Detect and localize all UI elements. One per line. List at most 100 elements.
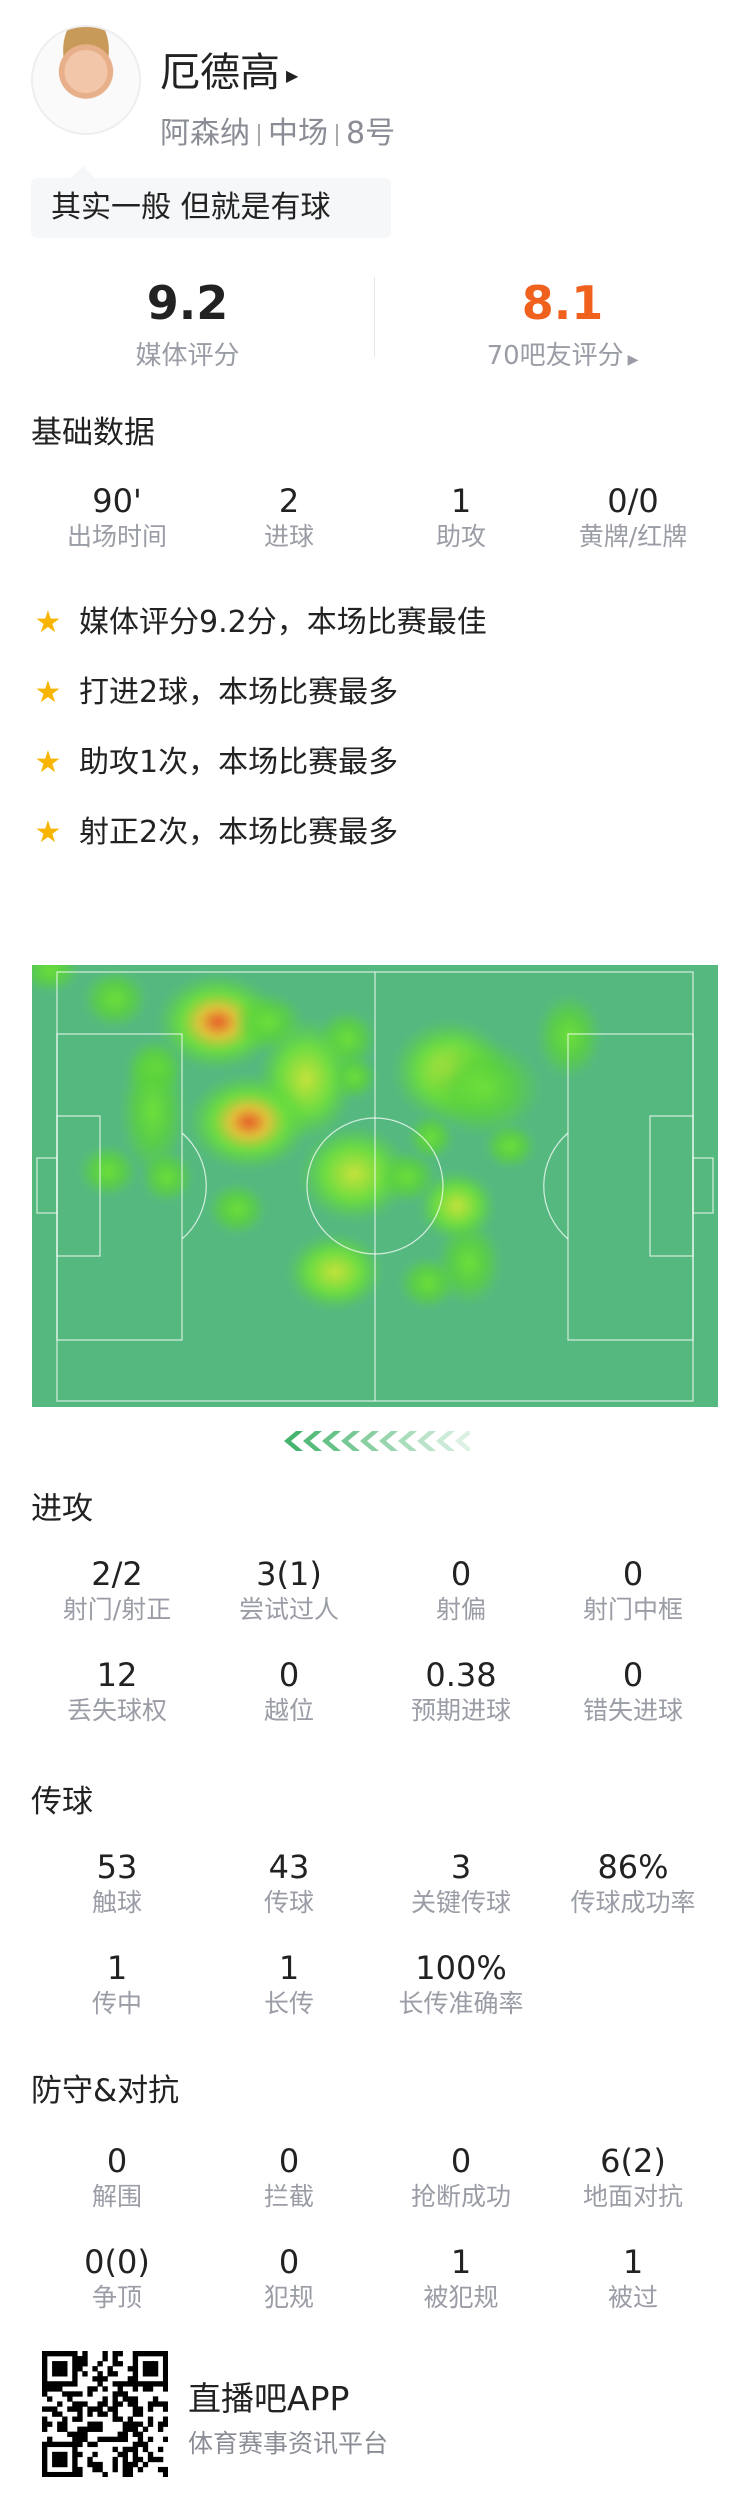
chevron-left-icon <box>455 1431 470 1451</box>
stat-label: 黄牌/红牌 <box>578 522 688 551</box>
attack-direction-arrows-icon <box>284 1431 470 1451</box>
heatmap-pitch <box>32 965 718 1407</box>
stat-cell: 90' 出场时间 <box>31 481 203 582</box>
separator <box>258 123 260 146</box>
stat-value: 2 <box>278 482 300 520</box>
divider <box>374 277 375 357</box>
chevron-left-icon <box>284 1431 303 1451</box>
stat-value: 1 <box>622 2243 644 2281</box>
stat-label: 争顶 <box>91 2283 142 2312</box>
stat-value: 1 <box>278 1949 300 1987</box>
star-icon: ★ <box>34 675 62 710</box>
stat-cell: 0 越位 <box>203 1655 375 1756</box>
stat-cell: 0 犯规 <box>203 2242 375 2343</box>
highlight-item: ★ 媒体评分9.2分，本场比赛最佳 <box>31 603 487 643</box>
heat-blob <box>188 1074 310 1170</box>
heat-blob <box>83 970 147 1028</box>
position: 中场 <box>268 116 328 151</box>
heat-blob <box>79 1145 137 1197</box>
stat-label: 传球 <box>263 1888 314 1917</box>
passing-stats: 53 触球 43 传球 3 关键传球 86% 传球成功率 1 传中 1 长传 100% 长传准确率 <box>31 1847 719 2049</box>
heat-blob <box>157 974 279 1070</box>
stat-label: 地面对抗 <box>582 2182 683 2211</box>
heat-blob <box>399 1257 457 1309</box>
stat-value: 0 <box>106 2142 128 2180</box>
stat-cell: 12 丢失球权 <box>31 1655 203 1756</box>
stat-label: 长传准确率 <box>398 1989 524 2018</box>
stat-value: 3(1) <box>256 1555 322 1593</box>
stat-value: 0 <box>622 1656 644 1694</box>
stat-label: 射偏 <box>435 1595 486 1624</box>
stat-value: 43 <box>268 1848 310 1886</box>
stat-label: 丢失球权 <box>66 1696 167 1725</box>
highlight-item: ★ 打进2球，本场比赛最多 <box>31 673 399 713</box>
star-icon: ★ <box>34 605 62 640</box>
stat-value: 0.38 <box>425 1656 497 1694</box>
stat-value: 90' <box>92 482 142 520</box>
heat-blob <box>121 1047 185 1175</box>
stat-value: 0 <box>278 2142 300 2180</box>
stat-label: 越位 <box>263 1696 314 1725</box>
heat-layer <box>32 965 601 1311</box>
chevron-left-icon <box>303 1431 322 1451</box>
basic-stats: 90' 出场时间 2 进球 1 助攻 0/0 黄牌/红牌 <box>31 481 719 582</box>
chevron-left-icon <box>398 1431 417 1451</box>
stat-value: 2/2 <box>91 1555 143 1593</box>
stat-label: 射门中框 <box>582 1595 683 1624</box>
stat-label: 进球 <box>263 522 314 551</box>
stat-value: 0/0 <box>607 482 659 520</box>
stat-cell: 0.38 预期进球 <box>375 1655 547 1756</box>
stat-label: 长传 <box>263 1989 314 2018</box>
chevron-left-icon <box>322 1431 341 1451</box>
stat-value: 53 <box>96 1848 138 1886</box>
heat-blob <box>378 1151 436 1203</box>
stat-value: 0 <box>278 2243 300 2281</box>
stat-value: 6(2) <box>600 2142 666 2180</box>
right-goal <box>692 1157 714 1214</box>
stat-cell: 1 被犯规 <box>375 2242 547 2343</box>
stat-value: 1 <box>450 482 472 520</box>
stat-value: 0 <box>278 1656 300 1694</box>
caret-right-icon: ▶ <box>286 65 299 85</box>
comment-bubble: 其实一般 但就是有球 <box>31 166 391 238</box>
stat-cell: 1 助攻 <box>375 481 547 582</box>
stat-label: 关键传球 <box>410 1888 511 1917</box>
stat-label: 传中 <box>91 1989 142 2018</box>
left-penalty-arc <box>181 1132 207 1240</box>
shirt-number: 8号 <box>346 116 396 151</box>
stat-value: 86% <box>597 1848 669 1886</box>
stat-value: 3 <box>450 1848 472 1886</box>
heat-blob <box>208 1183 266 1235</box>
stat-value: 0 <box>622 1555 644 1593</box>
stat-cell: 86% 传球成功率 <box>547 1847 719 1948</box>
stat-label: 触球 <box>91 1888 142 1917</box>
heat-blob <box>408 1114 454 1160</box>
stat-label: 出场时间 <box>66 522 167 551</box>
stat-label: 抢断成功 <box>410 2182 511 2211</box>
highlight-item: ★ 助攻1次，本场比赛最多 <box>31 743 399 783</box>
star-icon: ★ <box>34 745 62 780</box>
stat-label: 被犯规 <box>423 2283 499 2312</box>
stat-cell: 3(1) 尝试过人 <box>203 1554 375 1655</box>
player-avatar[interactable] <box>31 25 141 135</box>
heat-blob <box>141 1151 193 1203</box>
stat-cell: 100% 长传准确率 <box>375 1948 547 2049</box>
stat-label: 传球成功率 <box>570 1888 696 1917</box>
section-title-defense: 防守&对抗 <box>31 2073 180 2109</box>
stat-cell: 2 进球 <box>203 481 375 582</box>
separator <box>336 123 338 146</box>
stat-value: 12 <box>96 1656 138 1694</box>
fan-rating[interactable]: 8.1 70吧友评分 ▶ <box>486 276 639 371</box>
stat-label: 尝试过人 <box>238 1595 339 1624</box>
stat-cell: 0 射偏 <box>375 1554 547 1655</box>
qr-code[interactable] <box>42 2351 168 2477</box>
stat-value: 0 <box>450 1555 472 1593</box>
chevron-left-icon <box>341 1431 360 1451</box>
chevron-left-icon <box>379 1431 398 1451</box>
stat-cell: 0 拦截 <box>203 2141 375 2242</box>
stat-cell: 0/0 黄牌/红牌 <box>547 481 719 582</box>
stat-value: 1 <box>106 1949 128 1987</box>
player-name[interactable]: 厄德高 ▶ <box>160 50 299 96</box>
stat-value: 0(0) <box>84 2243 150 2281</box>
stat-cell: 1 传中 <box>31 1948 203 2049</box>
